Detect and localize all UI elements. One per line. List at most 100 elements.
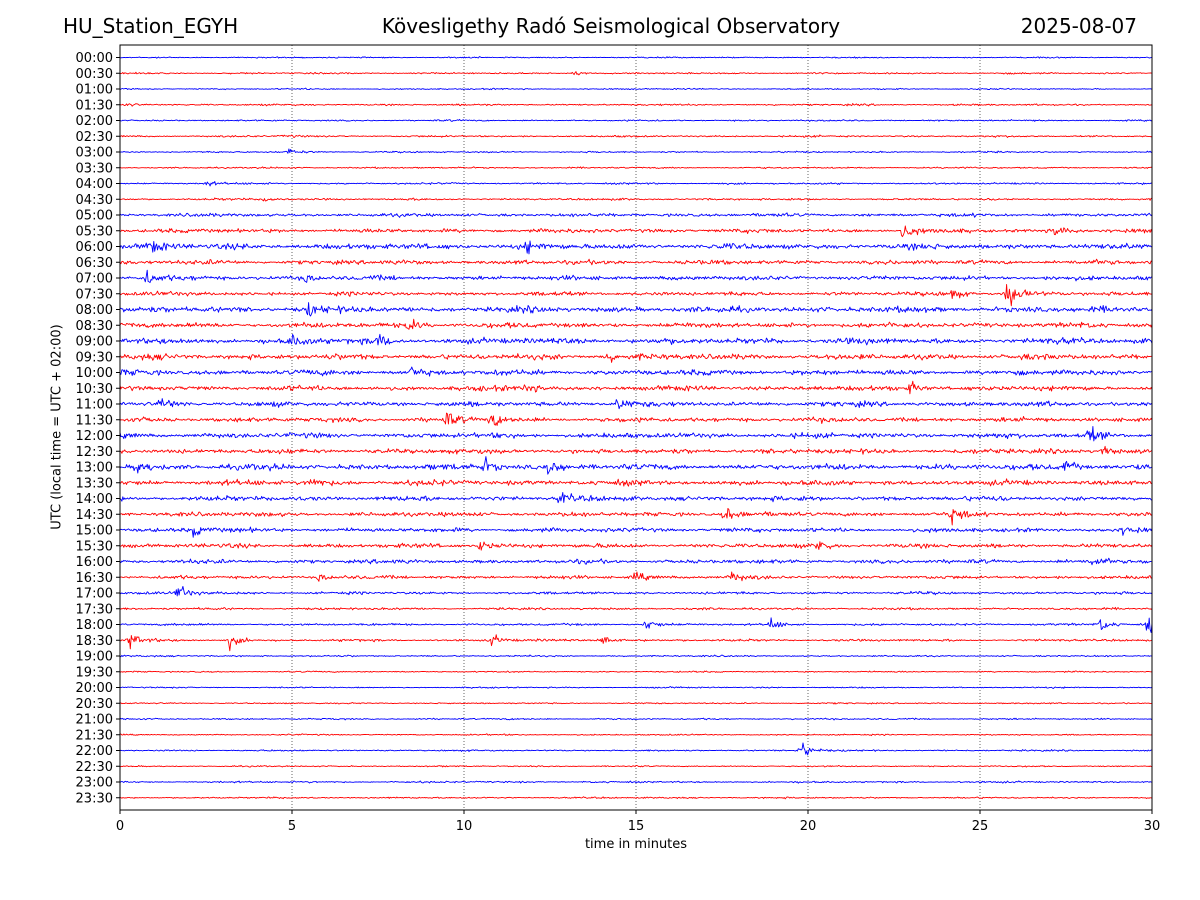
row-label: 17:00 [76,587,113,602]
row-label: 10:30 [76,382,113,397]
trace-2330 [119,796,1153,800]
row-label: 06:30 [76,256,113,271]
trace-0100 [119,87,1153,91]
trace-0930 [119,353,1152,363]
trace-0700 [119,269,1153,284]
trace-1900 [119,654,1153,658]
row-label: 02:30 [76,130,113,145]
trace-0200 [119,118,1153,122]
trace-0000 [119,56,1153,59]
row-label: 05:30 [76,224,113,239]
trace-1930 [120,670,1153,673]
row-label: 08:30 [76,319,113,334]
row-label: 19:00 [76,650,113,665]
chart-date: 2025-08-07 [1020,14,1137,38]
trace-2030 [119,702,1153,705]
trace-0530 [119,225,1153,238]
row-label: 00:00 [76,51,113,66]
trace-1600 [119,557,1153,566]
row-label: 20:30 [76,697,113,712]
trace-2300 [119,780,1153,784]
trace-1100 [119,398,1153,410]
row-label: 13:00 [76,461,113,476]
trace-1700 [119,585,1153,597]
row-label: 03:00 [76,146,113,161]
x-tick-label: 25 [972,819,989,834]
y-axis-label: UTC (local time = UTC + 02:00) [49,324,65,530]
chart-title: Kövesligethy Radó Seismological Observat… [381,14,841,38]
row-label: 02:00 [76,114,113,129]
row-label: 10:00 [76,366,113,381]
row-label: 04:00 [76,177,113,192]
trace-0030 [119,71,1153,76]
row-label: 18:00 [76,618,113,633]
trace-0900 [119,333,1153,346]
trace-1730 [119,606,1153,611]
row-label: 12:30 [76,445,113,460]
x-tick-label: 15 [628,819,645,834]
trace-1400 [119,492,1153,504]
trace-0300 [119,148,1153,154]
row-label: 07:00 [76,272,113,287]
row-label: 19:30 [76,665,113,680]
x-tick-label: 5 [288,819,296,834]
trace-1830 [119,634,1153,652]
station-name: HU_Station_EGYH [63,14,239,38]
trace-1500 [119,526,1153,538]
plot-frame [119,44,1153,811]
trace-0130 [119,103,1153,107]
trace-1200 [119,426,1153,442]
row-label: 15:00 [76,524,113,539]
y-axis-ticks: 00:0000:3001:0001:3002:0002:3003:0003:30… [76,51,120,806]
row-label: 22:00 [76,744,113,759]
row-label: 22:30 [76,760,113,775]
trace-1130 [119,412,1153,426]
row-label: 09:00 [76,335,113,350]
row-label: 14:00 [76,492,113,507]
trace-2200 [119,742,1153,756]
row-label: 07:30 [76,287,113,302]
row-label: 13:30 [76,476,113,491]
row-label: 23:00 [76,776,113,791]
row-label: 00:30 [76,67,113,82]
trace-0330 [119,166,1153,170]
x-tick-label: 20 [800,819,817,834]
trace-0500 [119,212,1153,218]
row-label: 01:00 [76,83,113,98]
row-label: 15:30 [76,539,113,554]
trace-1800 [119,617,1153,633]
row-label: 21:30 [76,728,113,743]
trace-0400 [119,181,1153,187]
x-tick-label: 0 [116,819,124,834]
row-label: 23:30 [76,791,113,806]
trace-1300 [119,456,1153,475]
trace-0430 [119,197,1153,202]
row-label: 05:00 [76,209,113,224]
row-label: 06:00 [76,240,113,255]
trace-0730 [119,284,1153,307]
trace-1030 [119,380,1153,395]
trace-2130 [119,733,1153,737]
x-axis-ticks: 0 5 10 15 20 25 30 [116,810,1160,834]
row-label: 01:30 [76,98,113,113]
trace-0830 [119,318,1153,330]
row-label: 08:00 [76,303,113,318]
x-tick-label: 10 [456,819,473,834]
x-axis-label: time in minutes [584,837,688,852]
trace-0630 [119,258,1153,266]
row-label: 03:30 [76,161,113,176]
row-label: 16:00 [76,555,113,570]
row-label: 20:00 [76,681,113,696]
trace-0800 [119,302,1153,317]
row-label: 17:30 [76,602,113,617]
row-label: 04:30 [76,193,113,208]
trace-1430 [119,507,1153,526]
grid-lines [291,45,981,810]
trace-0230 [119,134,1153,138]
row-label: 11:30 [76,413,113,428]
trace-1530 [119,541,1153,551]
row-label: 12:00 [76,429,113,444]
row-label: 11:00 [76,398,113,413]
trace-2230 [119,764,1153,768]
